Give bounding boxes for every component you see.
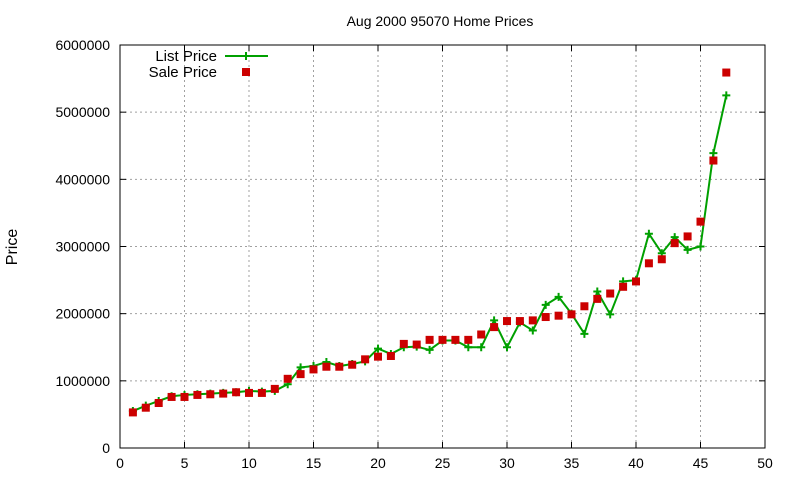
legend-marker-sale-price [242,68,250,76]
sale-price-point [361,355,370,364]
x-tick-label: 5 [181,455,189,471]
sale-price-point [683,232,692,241]
sale-price-point [606,289,615,298]
legend-label-sale-price: Sale Price [149,64,217,81]
y-tick-label: 0 [102,440,110,456]
sale-price-point [515,317,524,326]
x-tick-label: 0 [116,455,124,471]
sale-price-point [503,317,511,326]
sale-price-point [270,384,279,393]
sale-price-point [219,389,228,398]
chart-title: Aug 2000 95070 Home Prices [347,13,534,29]
sale-price-point [206,390,215,399]
sale-price-point [232,388,241,397]
list-price-point [683,245,692,254]
y-tick-label: 3000000 [55,239,110,255]
sale-price-point [644,259,653,268]
list-price-point [503,343,511,352]
x-tick-label: 50 [757,455,773,471]
sale-price-point [722,68,731,77]
x-tick-label: 25 [435,455,451,471]
sale-price-point [348,360,357,369]
sale-price-point [567,310,576,319]
sale-price-point [657,255,666,264]
sale-price-point [632,277,640,286]
list-price-point [709,149,718,158]
sale-price-point [451,335,460,344]
sale-price-point [154,398,163,407]
x-tick-label: 40 [628,455,644,471]
sale-price-point [619,282,628,291]
sale-price-point [335,362,344,371]
x-tick-label: 30 [499,455,515,471]
y-tick-label: 1000000 [55,373,110,389]
sale-price-point [245,388,253,397]
axis-ticks: 0 5 10 15 20 25 30 35 40 45 50 0 1000000 2000000 30000… [55,37,773,471]
list-price-point [464,343,473,352]
list-price-point [593,287,602,296]
legend-marker-list-price [242,52,250,60]
list-price-line [132,95,728,412]
x-tick-label: 15 [306,455,322,471]
sale-price-point [709,156,718,165]
sale-price-point [593,294,602,303]
sale-price-point [193,390,202,399]
list-price-point [477,343,486,352]
y-tick-label: 4000000 [55,171,110,187]
list-price-point [490,316,499,325]
sale-price-point [322,362,331,371]
sale-price-point [670,239,679,248]
sale-price-point [580,302,589,311]
sale-price-point [464,335,473,344]
sale-price-point [141,403,150,412]
data-series [128,68,731,417]
list-price-point [644,229,653,238]
sale-price-point [309,365,318,374]
y-axis-label: Price [4,229,21,266]
sale-price-point [425,335,434,344]
sale-price-point [554,311,563,320]
sale-price-point [386,351,395,360]
y-tick-label: 2000000 [55,306,110,322]
sale-price-point [541,313,550,322]
list-price-point [425,345,434,354]
sale-price-point [412,340,421,349]
sale-price-point [283,374,292,383]
legend-label-list-price: List Price [155,48,217,65]
sale-price-point [528,316,537,325]
x-tick-label: 10 [241,455,257,471]
list-price-point [580,329,589,338]
sale-price-point [696,217,705,226]
list-price-point [606,310,615,319]
sale-price-point [180,392,189,401]
sale-price-point [438,335,447,344]
list-price-point [374,344,382,353]
sale-price-point [399,339,408,348]
sale-price-point [490,323,499,332]
sale-price-point [477,330,486,339]
x-tick-label: 20 [370,455,386,471]
sale-price-point [167,392,176,401]
sale-price-point [374,352,382,361]
y-tick-label: 5000000 [55,104,110,120]
list-price-point [541,300,550,309]
list-price-point [554,292,563,301]
list-price-point [722,91,731,100]
sale-price-point [257,388,266,397]
list-price-point [696,242,705,251]
x-tick-label: 35 [564,455,580,471]
y-tick-label: 6000000 [55,37,110,53]
x-tick-label: 45 [693,455,709,471]
list-price-point [296,363,305,372]
sale-price-point [128,408,137,417]
list-price-point [528,326,537,335]
sale-price-point [296,370,305,379]
